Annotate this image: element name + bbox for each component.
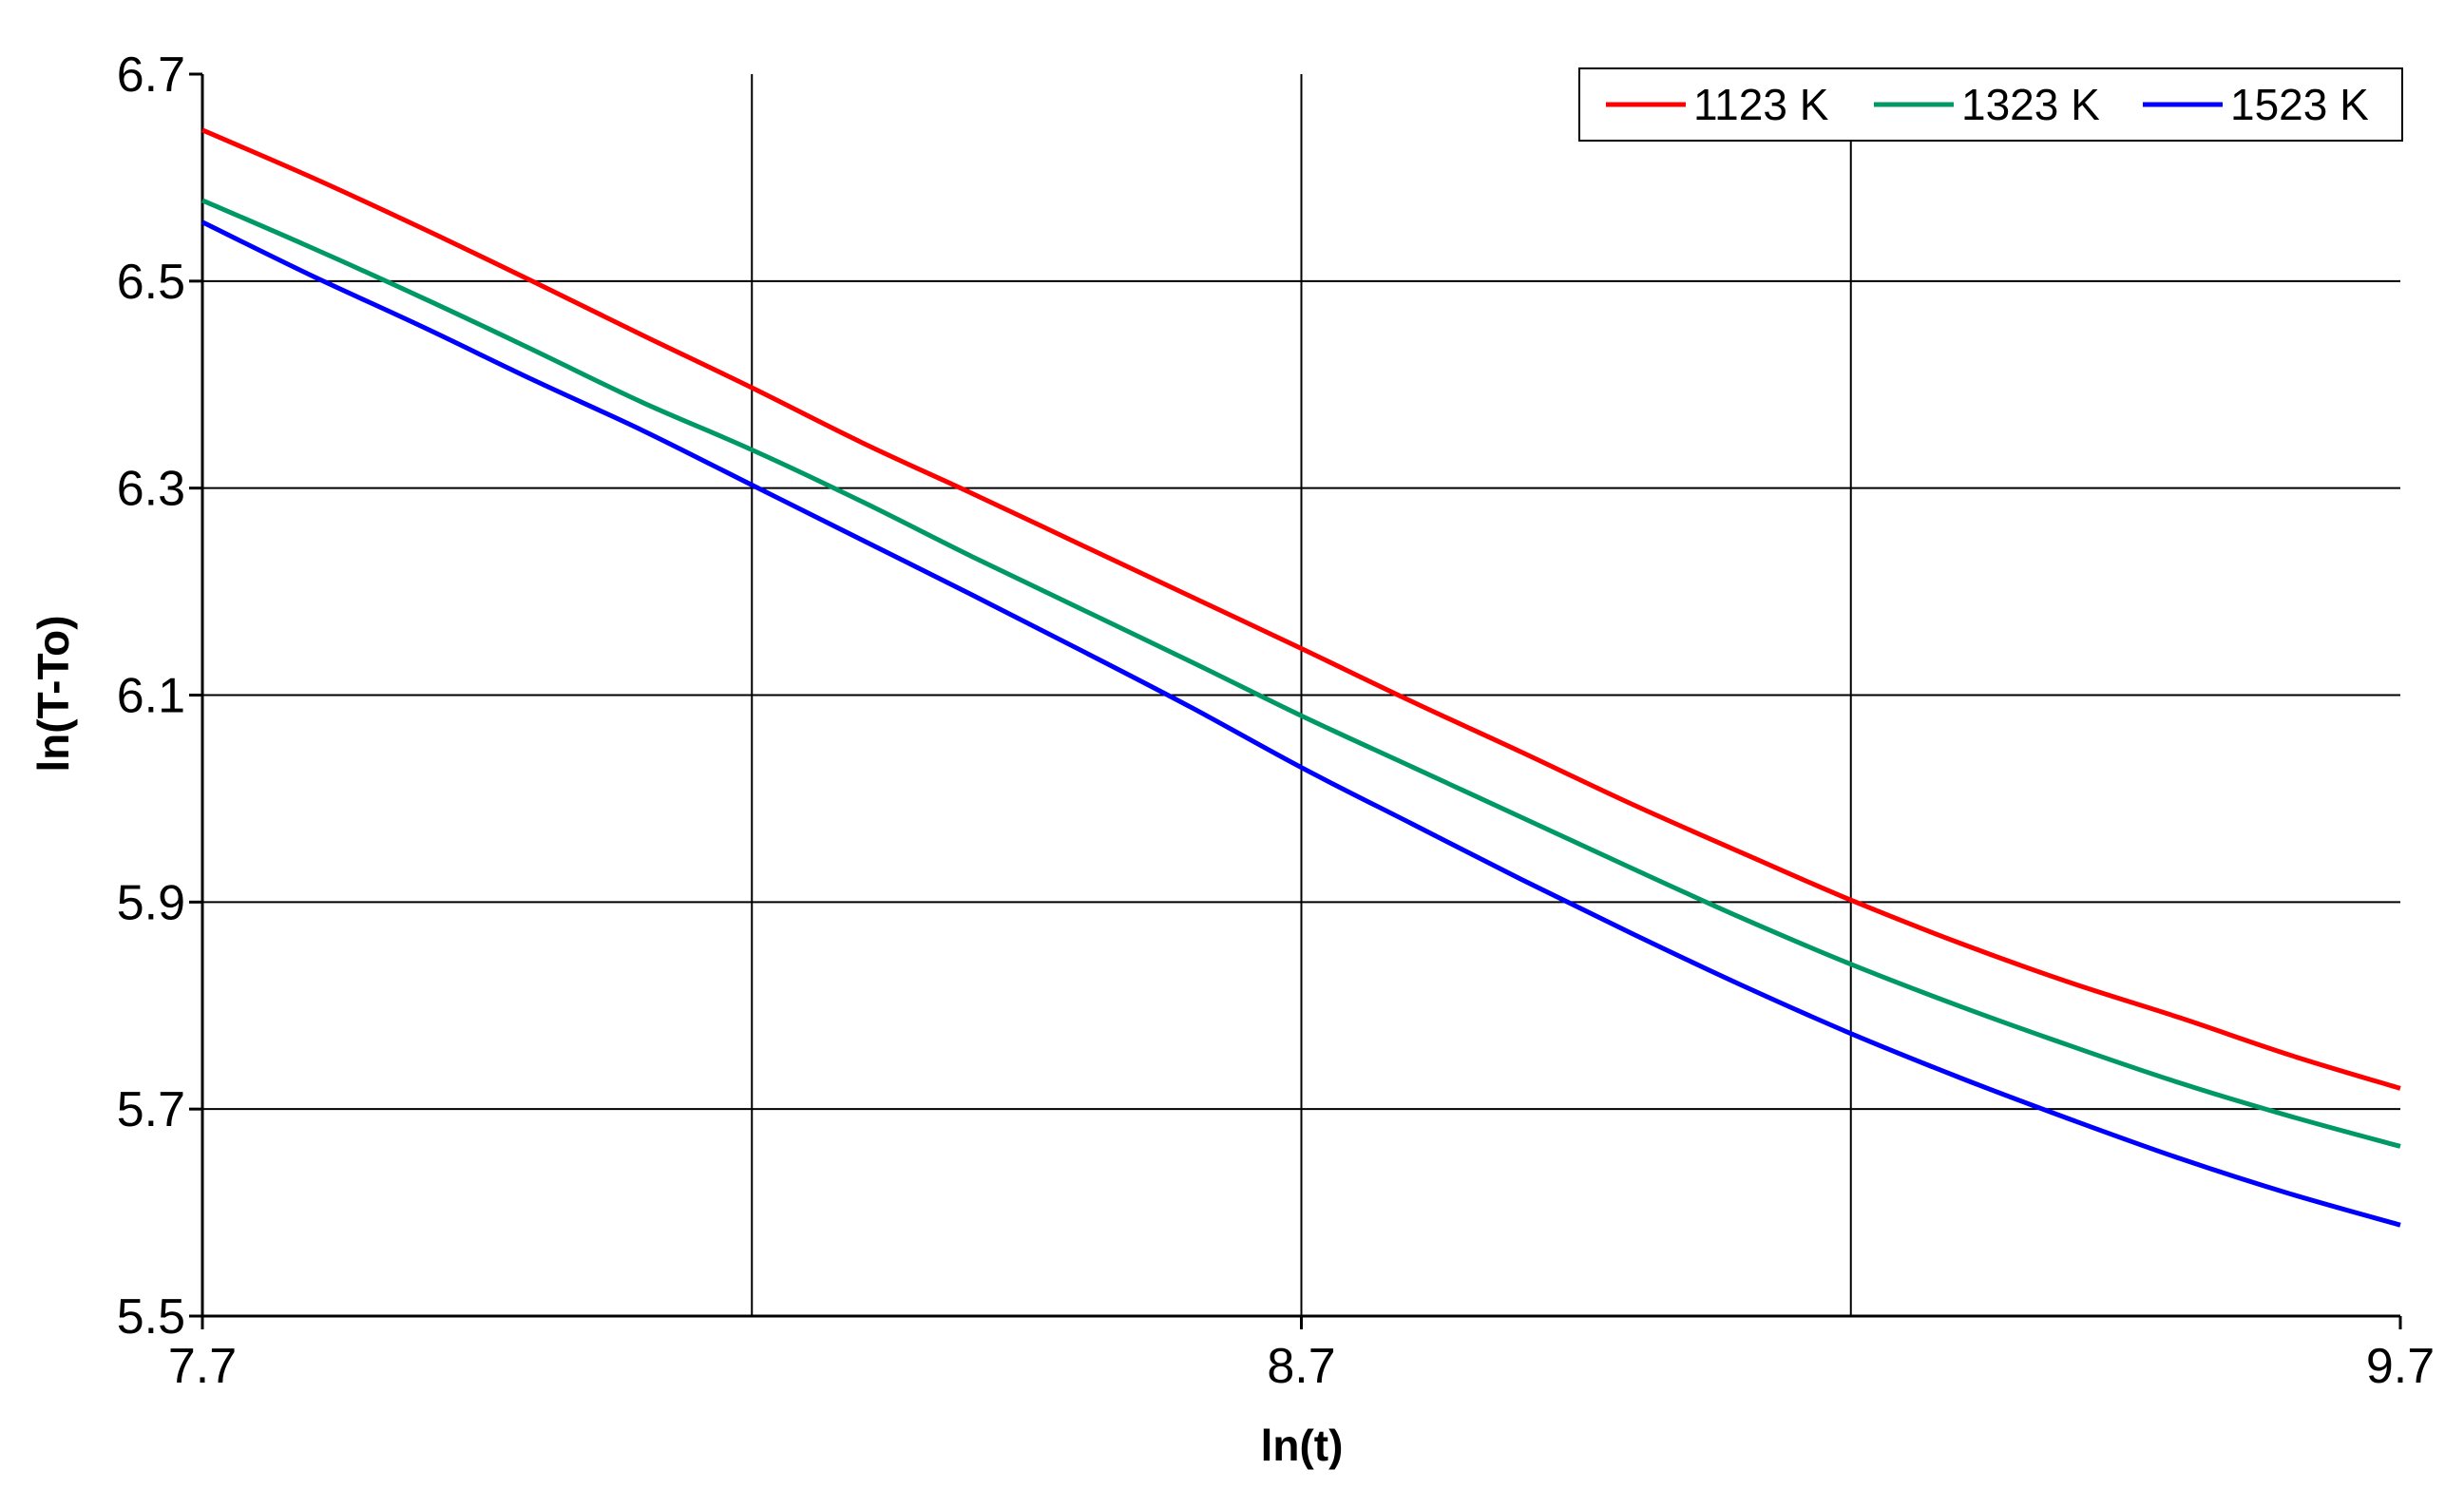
gridlines <box>202 74 2400 1316</box>
y-tick-label: 5.9 <box>117 875 185 930</box>
y-tick-label: 6.5 <box>117 255 185 310</box>
legend-label-1523k: 1523 K <box>2230 80 2369 129</box>
y-tick-label: 5.5 <box>117 1289 185 1345</box>
series-line-1523k <box>201 220 2401 1228</box>
legend-label-1323k: 1323 K <box>1961 80 2100 129</box>
tick-labels: 5.5 5.7 5.9 6.1 6.3 6.5 6.7 7.7 8.7 9.7 <box>117 48 2435 1394</box>
legend-box <box>1578 67 2403 142</box>
x-tick-label: 7.7 <box>168 1339 237 1394</box>
y-axis-title: ln(T-To) <box>29 615 78 772</box>
series-line-1323k <box>201 198 2401 1149</box>
y-tick-label: 6.7 <box>117 48 185 103</box>
x-tick-label: 9.7 <box>2366 1339 2435 1394</box>
y-tick-label: 6.3 <box>117 462 185 517</box>
axes <box>189 72 2402 1329</box>
y-tick-label: 5.7 <box>117 1082 185 1137</box>
series-lines <box>201 127 2401 1228</box>
series-line-1123k <box>201 127 2401 1091</box>
x-axis-title: ln(t) <box>1261 1421 1344 1470</box>
y-tick-label: 6.1 <box>117 669 185 724</box>
legend-label-1123k: 1123 K <box>1693 80 1829 129</box>
legend: 1123 K 1323 K 1523 K <box>1578 67 2403 142</box>
x-tick-label: 8.7 <box>1267 1339 1335 1394</box>
